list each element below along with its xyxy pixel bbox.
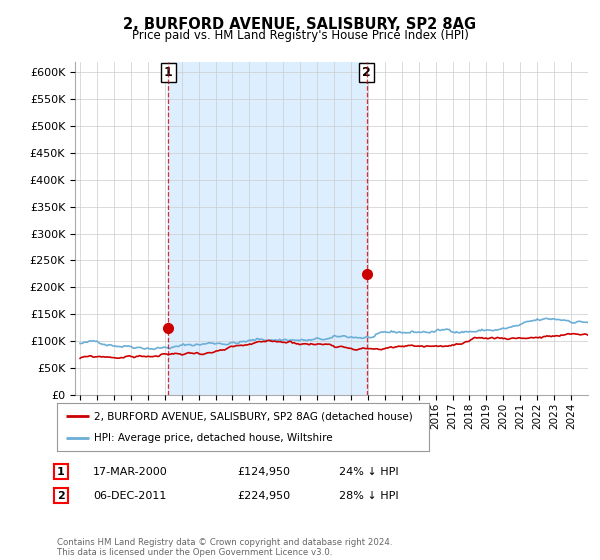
Text: 1: 1 — [164, 66, 173, 79]
Text: 28% ↓ HPI: 28% ↓ HPI — [339, 491, 398, 501]
Text: 2, BURFORD AVENUE, SALISBURY, SP2 8AG: 2, BURFORD AVENUE, SALISBURY, SP2 8AG — [124, 17, 476, 32]
Text: 06-DEC-2011: 06-DEC-2011 — [93, 491, 166, 501]
Text: £224,950: £224,950 — [237, 491, 290, 501]
Text: 2: 2 — [362, 66, 371, 79]
Text: HPI: Average price, detached house, Wiltshire: HPI: Average price, detached house, Wilt… — [94, 433, 333, 443]
Text: 1: 1 — [57, 466, 65, 477]
Text: 2: 2 — [57, 491, 65, 501]
Text: Contains HM Land Registry data © Crown copyright and database right 2024.
This d: Contains HM Land Registry data © Crown c… — [57, 538, 392, 557]
Text: 17-MAR-2000: 17-MAR-2000 — [93, 466, 168, 477]
Text: 2, BURFORD AVENUE, SALISBURY, SP2 8AG (detached house): 2, BURFORD AVENUE, SALISBURY, SP2 8AG (d… — [94, 411, 413, 421]
Text: £124,950: £124,950 — [237, 466, 290, 477]
Text: Price paid vs. HM Land Registry's House Price Index (HPI): Price paid vs. HM Land Registry's House … — [131, 29, 469, 42]
Bar — [168, 62, 367, 395]
Text: 24% ↓ HPI: 24% ↓ HPI — [339, 466, 398, 477]
